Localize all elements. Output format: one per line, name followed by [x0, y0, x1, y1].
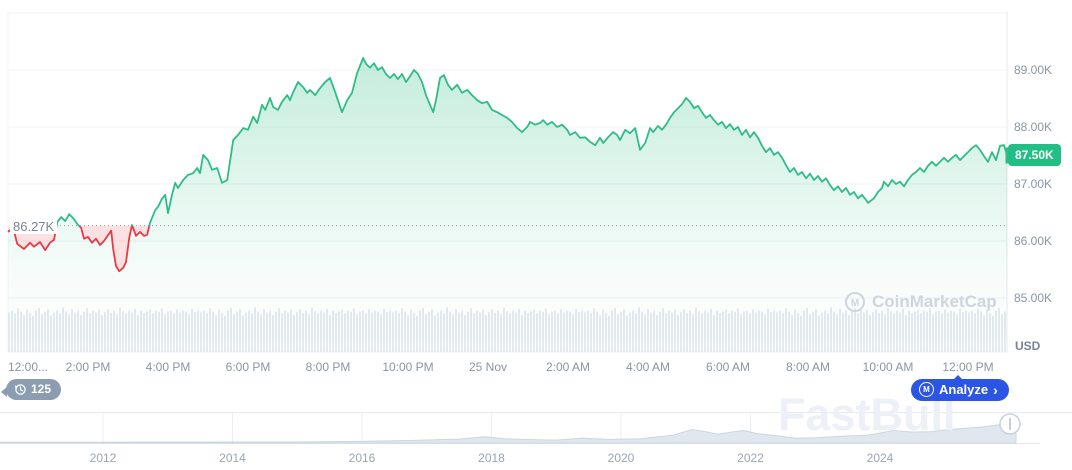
history-clock-icon — [15, 383, 26, 395]
coinmarketcap-watermark-text: CoinMarketCap — [872, 292, 997, 311]
navigator-year-label: 2024 — [866, 451, 894, 465]
analyze-button[interactable]: M Analyze › — [911, 375, 1009, 401]
chevron-right-icon: › — [993, 381, 998, 398]
currency-unit-label: USD — [1015, 339, 1041, 353]
history-count-badge[interactable]: 125 — [0, 379, 62, 400]
y-axis-tick-label: 86.00K — [1014, 234, 1053, 248]
navigator-year-label: 2022 — [737, 451, 764, 465]
x-axis-tick-label: 12:00 PM — [942, 360, 994, 374]
history-count-value: 125 — [31, 382, 52, 396]
x-axis-tick-label: 10:00 AM — [862, 360, 914, 374]
x-axis-tick-label: 2:00 PM — [65, 360, 111, 374]
x-axis-tick-label: 10:00 PM — [382, 360, 434, 374]
x-axis-tick-label: 2:00 AM — [545, 360, 591, 374]
coinmarketcap-watermark: M CoinMarketCap — [844, 291, 997, 313]
navigator-year-label: 2012 — [89, 451, 117, 465]
x-axis-tick-label: 25 Nov — [468, 360, 508, 374]
x-axis-tick-label: 8:00 PM — [305, 360, 351, 374]
current-price-badge: 87.50K — [1008, 144, 1061, 166]
y-axis-tick-label: 89.00K — [1014, 63, 1053, 77]
x-axis-tick-label: 4:00 PM — [145, 360, 191, 374]
price-line-up — [55, 57, 1009, 227]
y-axis-tick-label: 85.00K — [1014, 291, 1053, 305]
x-axis-tick-label: 8:00 AM — [785, 360, 831, 374]
navigator-year-label: 2016 — [348, 451, 376, 465]
reference-price-label: 86.27K — [10, 219, 58, 234]
x-axis-tick-label: 6:00 AM — [705, 360, 751, 374]
navigator-year-label: 2018 — [478, 451, 505, 465]
navigator-area[interactable] — [0, 421, 1017, 444]
x-axis-tick-label: 12:00... — [8, 360, 49, 374]
navigator-year-label: 2020 — [607, 451, 635, 465]
navigator-drag-handle[interactable] — [995, 409, 1027, 441]
y-axis-tick-label: 87.00K — [1014, 177, 1053, 191]
navigator-year-label: 2014 — [219, 451, 246, 465]
price-area-fill — [8, 58, 1008, 352]
x-axis-tick-label: 4:00 AM — [625, 360, 671, 374]
analyze-button-label: Analyze — [939, 382, 989, 397]
y-axis-tick-label: 88.00K — [1014, 120, 1053, 134]
x-axis-tick-label: 6:00 PM — [225, 360, 271, 374]
coinmarketcap-logo-icon: M — [845, 292, 865, 312]
analyze-logo-icon: M — [919, 382, 934, 397]
svg-text:M: M — [851, 298, 859, 309]
price-area-fill-down — [8, 225, 150, 272]
